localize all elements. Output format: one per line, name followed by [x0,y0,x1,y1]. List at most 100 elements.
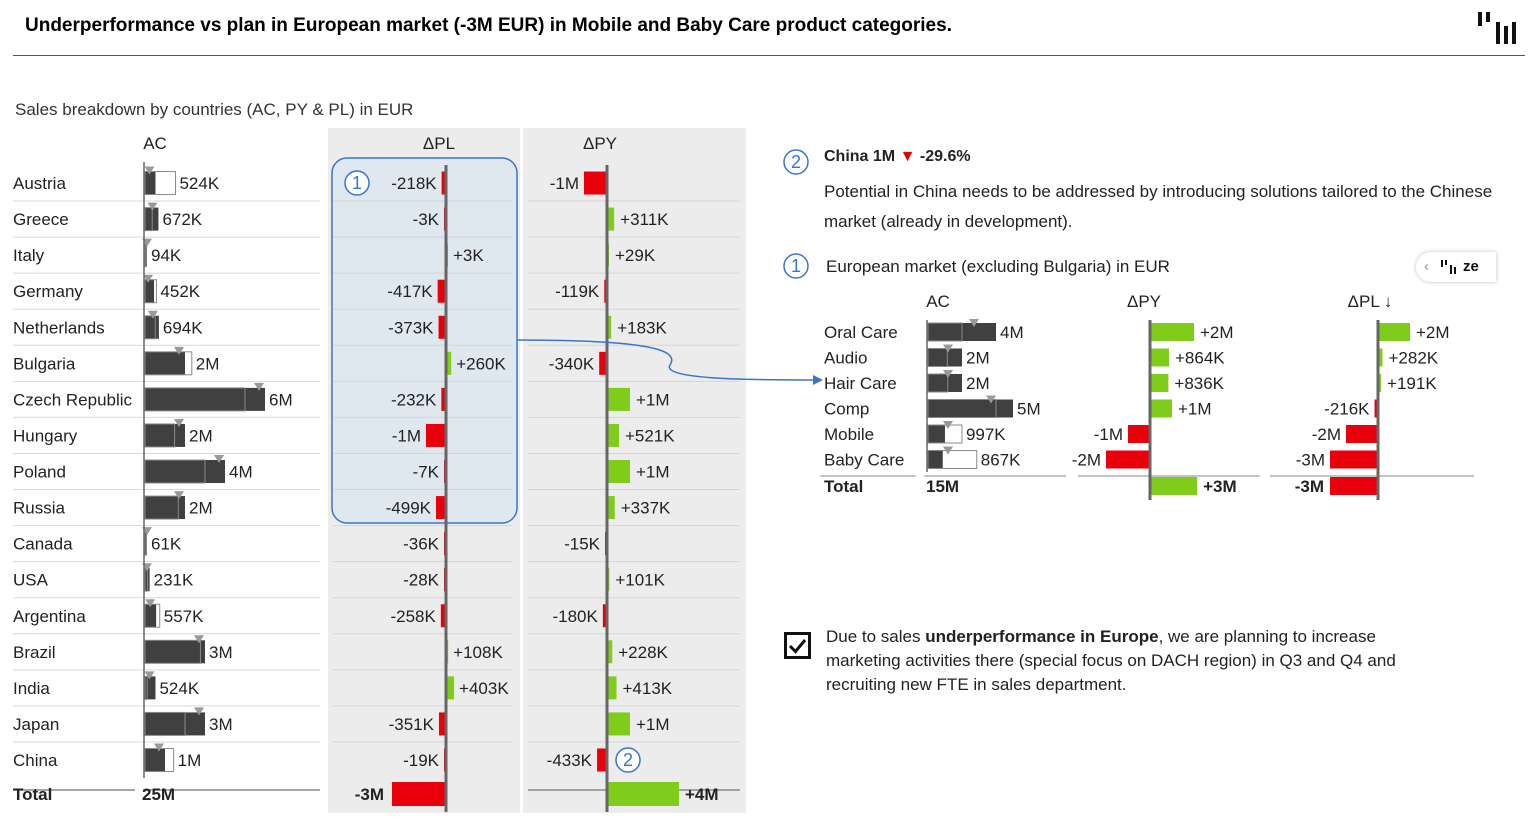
py-outline-bar [144,315,156,340]
marker-china-annotation [783,149,809,175]
dpl-data-label: -373K [388,318,434,337]
dpl-data-label: -417K [387,282,433,301]
europe-dpy-bar [1128,425,1150,443]
europe-dpy-bar [1150,374,1169,392]
dpy-data-label: -15K [564,535,601,554]
europe-py-outline-bar [927,373,949,393]
category-label: Japan [13,715,59,734]
dpl-bar [440,604,446,628]
category-label: Poland [13,463,66,482]
dpl-data-label: -499K [386,499,432,518]
pl-marker [174,346,184,355]
category-label: Argentina [13,607,86,626]
category-label: Hungary [13,426,78,445]
dpy-data-label: -180K [552,607,598,626]
ac-bar [145,460,225,484]
ac-bar [145,423,185,447]
dpy-data-label: +29K [615,246,656,265]
ac-data-label: 524K [159,679,199,698]
china-annotation-title: China 1M ▼ -29.6% [824,148,971,166]
dpy-bar [599,351,607,375]
ac-data-label: 452K [160,282,200,301]
europe-dpl-data-label: -3M [1296,451,1325,470]
zebra-tag-text: ze [1463,258,1479,275]
pl-marker [174,418,184,427]
europe-ac-bar [928,399,1013,418]
dpy-bar [607,460,630,484]
checkbox-icon [784,632,811,659]
marker-china-annotation-label: 2 [791,152,801,172]
header-dpl: ΔPL [423,134,455,153]
europe-total-ac-label: 15M [926,477,959,496]
dpy-bar [597,748,607,772]
dpl-bar [436,496,446,520]
py-outline-bar [144,639,201,664]
europe-chart-title: European market (excluding Bulgaria) in … [826,257,1170,276]
chart-subtitle: Sales breakdown by countries (AC, PY & P… [15,100,414,119]
py-outline-bar [144,387,246,412]
europe-ac-bar [928,348,962,367]
category-label: Netherlands [13,318,105,337]
europe-dpy-data-label: +836K [1174,374,1224,393]
conclusion-pre: Due to sales [826,627,926,646]
dpl-data-label: -7K [413,463,440,482]
europe-dpy-data-label: -2M [1072,451,1101,470]
py-outline-bar [144,675,148,700]
dpl-data-label: +260K [456,354,506,373]
europe-header-ac: AC [926,292,950,311]
total-label: Total [13,785,52,804]
ac-bar [145,532,147,556]
europe-dpl-bar [1378,374,1382,392]
header-ac: AC [143,134,167,153]
dpy-data-label: +228K [618,643,668,662]
dpl-data-label: +403K [459,679,509,698]
dpl-bar [438,315,446,339]
dpy-bar [607,423,619,447]
ac-data-label: 4M [229,463,253,482]
header-dpy: ΔPY [583,134,617,153]
marker-europe [344,170,370,196]
dpy-data-label: +1M [636,390,670,409]
total-dpl-label: -3M [355,785,384,804]
category-label: Bulgaria [13,354,76,373]
dpl-bar [441,387,446,411]
europe-ac-data-label: 4M [1000,323,1024,342]
title-divider [13,55,1525,56]
ac-data-label: 2M [189,426,213,445]
dpl-data-label: -36K [403,535,440,554]
dpy-bar [607,315,612,339]
dpy-data-label: +337K [621,499,671,518]
dpl-data-label: -1M [392,426,421,445]
dpl-data-label: -232K [391,390,437,409]
ac-bar [145,712,205,736]
europe-category-label: Hair Care [824,374,897,393]
ac-data-label: 1M [178,751,202,770]
europe-dpy-data-label: -1M [1094,425,1123,444]
europe-pl-marker [943,370,953,378]
pl-marker [174,491,184,500]
europe-py-outline-bar [927,399,997,418]
dpl-bar [426,423,446,447]
dpy-panel [523,128,746,813]
europe-category-label: Mobile [824,425,874,444]
europe-total-dpy-label: +3M [1203,477,1237,496]
dpy-bar [607,207,615,231]
category-label: Brazil [13,643,56,662]
down-triangle-icon: ▼ [899,148,916,165]
ac-data-label: 672K [162,210,202,229]
category-label: Czech Republic [13,390,133,409]
dpl-data-label: -28K [403,571,440,590]
ac-data-label: 2M [189,499,213,518]
category-label: China [13,751,58,770]
zebra-bi-tag[interactable]: ‹ ze [1416,252,1496,282]
ac-bar [145,315,159,339]
chevron-left-icon: ‹ [1424,258,1429,275]
europe-dpl-bar [1330,450,1378,469]
europe-dpy-bar [1106,450,1150,469]
europe-header-dpy: ΔPY [1127,292,1161,311]
europe-dpl-bar [1374,399,1378,418]
pl-marker [214,455,224,464]
ac-data-label: 3M [209,715,233,734]
py-outline-bar [144,711,186,736]
dpy-bar [584,171,607,195]
